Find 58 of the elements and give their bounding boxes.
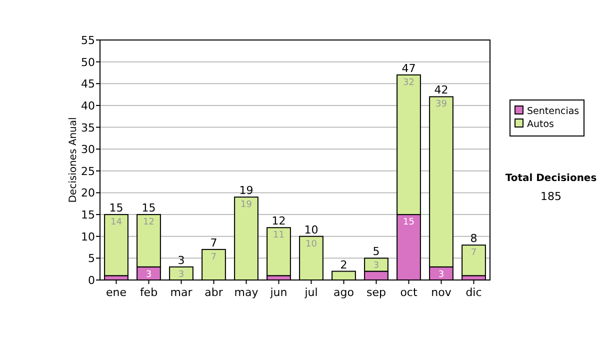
total-label: 12 bbox=[272, 214, 286, 228]
y-tick-label: 45 bbox=[81, 78, 95, 91]
y-tick-label: 15 bbox=[81, 208, 95, 222]
y-tick-label: 35 bbox=[81, 121, 95, 134]
bar bbox=[462, 244, 486, 276]
total-label: 19 bbox=[239, 184, 254, 198]
y-tick-label: 55 bbox=[81, 34, 95, 47]
legend-label: Autos bbox=[527, 119, 554, 130]
total-label: 7 bbox=[210, 236, 218, 250]
data-label: 3 bbox=[146, 270, 152, 280]
data-label: 7 bbox=[210, 252, 217, 262]
x-tick-label: oct bbox=[400, 286, 418, 299]
y-tick-label: 40 bbox=[81, 99, 95, 112]
y-tick-label: 50 bbox=[81, 56, 95, 69]
text: 185 bbox=[540, 190, 562, 203]
data-label: 7 bbox=[470, 248, 477, 258]
data-label: 39 bbox=[436, 100, 448, 110]
data-label: 32 bbox=[403, 78, 414, 88]
data-label: 12 bbox=[143, 218, 154, 228]
text: Total Decisiones bbox=[505, 173, 597, 184]
bar bbox=[104, 214, 128, 276]
x-tick-label: jul bbox=[304, 286, 318, 299]
bar bbox=[266, 227, 291, 276]
y-tick-label: 5 bbox=[88, 252, 95, 266]
x-tick-label: abr bbox=[204, 286, 224, 299]
x-tick-label: ene bbox=[106, 286, 127, 299]
x-tick-label: nov bbox=[431, 286, 452, 299]
total-label: 10 bbox=[304, 223, 318, 236]
data-label: 15 bbox=[403, 218, 414, 228]
total-label: 8 bbox=[470, 232, 478, 246]
data-label: 19 bbox=[240, 200, 252, 210]
x-tick-label: may bbox=[234, 286, 259, 299]
x-tick-label: mar bbox=[170, 286, 193, 299]
x-tick-label: sep bbox=[366, 286, 386, 299]
total-label: 15 bbox=[109, 202, 124, 215]
data-label: 14 bbox=[110, 218, 122, 228]
total-label: 47 bbox=[402, 62, 416, 75]
data-label: 3 bbox=[373, 261, 380, 272]
y-tick-label: 10 bbox=[81, 230, 95, 244]
total-label: 15 bbox=[142, 202, 156, 215]
y-tick-label: 25 bbox=[81, 164, 95, 178]
y-tick-label: 20 bbox=[81, 186, 95, 200]
x-tick-label: dic bbox=[466, 286, 482, 299]
total-label: 42 bbox=[434, 84, 448, 97]
data-label: 3 bbox=[178, 270, 184, 280]
total-label: 3 bbox=[178, 254, 185, 267]
x-tick-label: feb bbox=[140, 286, 158, 299]
y-tick-label: 30 bbox=[81, 143, 95, 156]
legend-label: Sentencias bbox=[527, 106, 580, 117]
data-label: 3 bbox=[438, 270, 444, 280]
y-tick-label: 0 bbox=[88, 274, 95, 287]
x-tick-label: jun bbox=[269, 286, 288, 299]
data-label: 11 bbox=[273, 230, 284, 241]
total-label: 5 bbox=[372, 245, 380, 258]
total-label: 2 bbox=[340, 258, 348, 272]
data-label: 10 bbox=[306, 239, 318, 250]
x-tick-label: ago bbox=[334, 286, 354, 299]
y-axis-title: Decisiones Anual bbox=[68, 117, 79, 203]
